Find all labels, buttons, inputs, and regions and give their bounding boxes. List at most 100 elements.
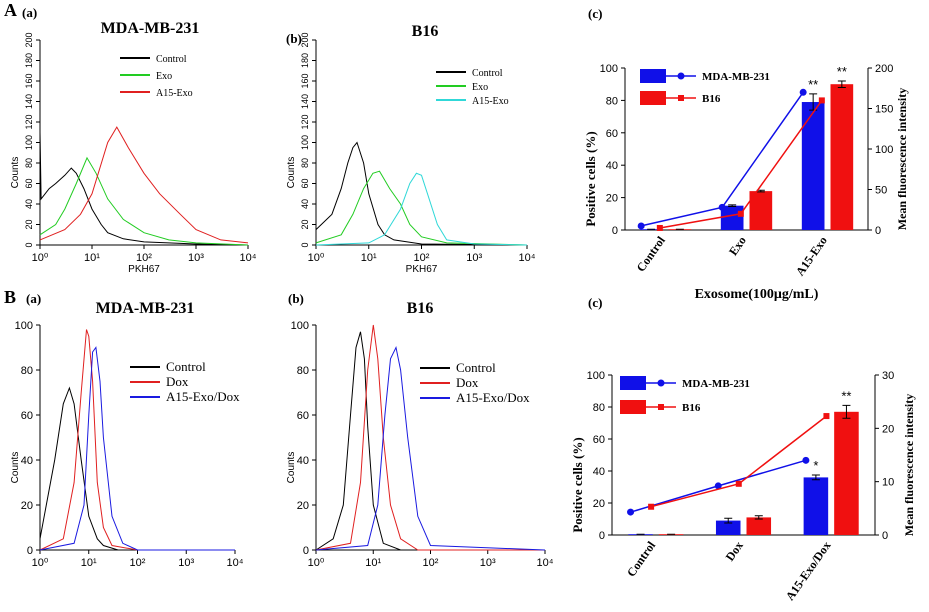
y-tick-label: 0 — [24, 242, 34, 247]
panel-label: (c) — [588, 6, 602, 21]
x-tick-label: 10⁰ — [308, 252, 325, 264]
x-tick-label: 10² — [130, 557, 146, 569]
panel: (a) MDA-MB-231 0 20 40 60 80 100 Counts 10⁰ 10¹ 10²… — [10, 291, 244, 569]
y2-tick-label: 20 — [882, 423, 894, 435]
mfi-point — [735, 480, 742, 487]
bar — [749, 191, 773, 230]
mfi-point — [714, 482, 722, 490]
legend-marker — [677, 72, 685, 80]
error-bar — [724, 517, 733, 524]
section-label: B — [4, 287, 16, 307]
mfi-point — [823, 413, 830, 420]
y-tick-label: 20 — [297, 500, 309, 512]
significance-label: ** — [841, 388, 851, 403]
histogram-curve — [315, 331, 545, 551]
y-tick-label: 20 — [300, 219, 310, 229]
legend-label: Control — [456, 360, 496, 375]
y2-tick-label: 50 — [875, 185, 887, 197]
x-tick-label: 10³ — [188, 252, 204, 264]
bar — [834, 411, 859, 535]
significance-label: ** — [808, 77, 818, 92]
y-tick-label: 200 — [300, 32, 310, 47]
y-tick-label: 60 — [300, 178, 310, 188]
x-axis-label: PKH67 — [406, 264, 438, 275]
section-label: A — [4, 0, 17, 20]
y-tick-label: 60 — [24, 178, 34, 188]
x-tick-label: 10⁰ — [32, 252, 49, 264]
legend-label: A15-Exo — [472, 96, 509, 107]
y-tick-label: 200 — [24, 32, 34, 47]
y-tick-label: 100 — [291, 320, 309, 332]
y-tick-label: 40 — [21, 455, 33, 467]
legend-swatch — [620, 376, 646, 390]
mfi-point — [799, 88, 807, 96]
panel: (b) B16 0 20 40 60 80 100 Counts 10⁰ 10¹ 10² 10³ 10⁴ C… — [286, 291, 554, 569]
y-tick-label: 0 — [599, 530, 605, 542]
y2-axis-label: Mean fluorescence intensity — [902, 394, 916, 536]
histogram-curve — [39, 346, 235, 551]
legend-label: B16 — [682, 402, 701, 414]
y-tick-label: 0 — [303, 545, 309, 557]
legend-label: MDA-MB-231 — [702, 71, 770, 83]
mfi-point — [802, 456, 810, 464]
y-tick-label: 180 — [300, 53, 310, 68]
y-axis-label: Counts — [286, 452, 297, 484]
bar — [801, 102, 825, 230]
histogram-curve — [315, 170, 528, 246]
panel-label: (a) — [22, 5, 37, 20]
x-tick-label: 10¹ — [84, 252, 100, 264]
legend-marker — [678, 95, 684, 101]
legend-swatch — [640, 69, 666, 83]
legend-label: Exo — [156, 71, 172, 82]
x-tick-label: 10⁴ — [227, 557, 244, 569]
x-axis-label: PKH67 — [128, 264, 160, 275]
panel-label: (b) — [288, 291, 304, 306]
x-tick-label: Control — [634, 233, 669, 274]
y2-tick-label: 0 — [882, 530, 888, 542]
x-tick-label: 10⁰ — [308, 557, 325, 569]
y-tick-label: 80 — [297, 365, 309, 377]
mfi-point — [648, 503, 655, 510]
y-tick-label: 0 — [300, 242, 310, 247]
y-tick-label: 100 — [15, 320, 33, 332]
bar — [715, 520, 741, 535]
error-bar — [811, 474, 820, 481]
mfi-point — [627, 508, 635, 516]
x-tick-label: 10⁴ — [537, 557, 554, 569]
x-tick-label: Exo — [726, 234, 749, 258]
x-tick-label: 10¹ — [365, 557, 381, 569]
legend-label: Control — [472, 68, 503, 79]
error-bar — [728, 204, 737, 208]
panel-title: B16 — [407, 300, 434, 317]
y-tick-label: 40 — [606, 160, 618, 172]
legend-label: A15-Exo/Dox — [456, 390, 530, 405]
y-tick-label: 100 — [587, 370, 605, 382]
y-tick-label: 20 — [24, 219, 34, 229]
mfi-point — [718, 203, 726, 211]
x-tick-label: 10¹ — [81, 557, 97, 569]
y-tick-label: 80 — [593, 402, 605, 414]
y-tick-label: 20 — [593, 498, 605, 510]
y2-tick-label: 10 — [882, 477, 894, 489]
x-tick-label: Dox — [723, 539, 746, 564]
legend-label: A15-Exo/Dox — [166, 389, 240, 404]
y-tick-label: 40 — [24, 199, 34, 209]
histogram-curve — [315, 324, 545, 551]
histogram-curve — [315, 172, 528, 246]
panel: (c) 0 20 40 60 80 100 Positive cells (%) 0 10 20 30… — [570, 295, 916, 603]
y-axis-label: Positive cells (%) — [583, 131, 598, 226]
error-bar — [809, 93, 818, 111]
significance-label: * — [813, 458, 818, 473]
y2-tick-label: 200 — [875, 63, 893, 75]
y-axis-label: Counts — [10, 452, 21, 484]
histogram-curve — [315, 141, 528, 246]
x-tick-label: 10¹ — [361, 252, 377, 264]
y-tick-label: 40 — [297, 455, 309, 467]
panel-label: (a) — [26, 291, 41, 306]
x-axis-label: Exosome(100μg/mL) — [695, 287, 819, 302]
x-tick-label: 10² — [136, 252, 152, 264]
error-bar — [837, 80, 846, 88]
error-bar — [842, 404, 851, 419]
y-tick-label: 0 — [612, 225, 618, 237]
